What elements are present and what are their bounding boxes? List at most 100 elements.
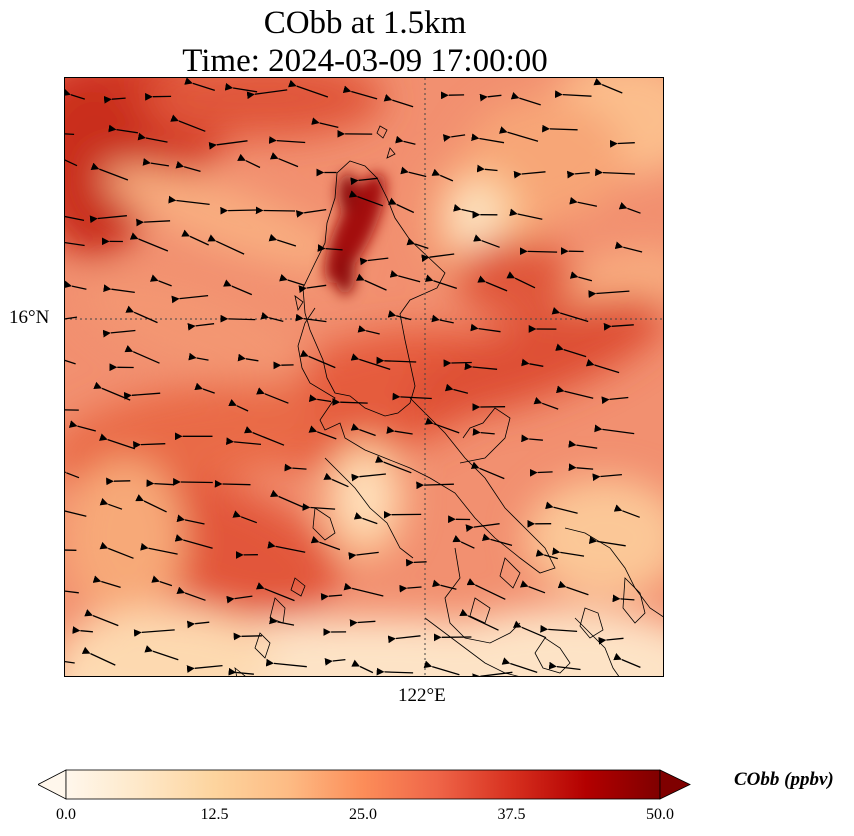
wind-arrow (383, 94, 414, 108)
wind-arrow (568, 440, 598, 449)
wind-arrow (323, 472, 349, 488)
wind-arrow (521, 434, 543, 443)
wind-arrow (133, 629, 175, 637)
wind-arrow (466, 578, 506, 600)
wind-arrow (592, 473, 622, 482)
wind-arrow (108, 124, 138, 134)
luzon-west-coast (324, 457, 414, 559)
wind-arrow (470, 461, 505, 480)
wind-arrow (65, 590, 79, 594)
wind-arrow (237, 353, 259, 362)
wind-arrow (506, 271, 536, 289)
wind-arrow (472, 671, 513, 676)
wind-arrow (510, 92, 541, 106)
wind-arrow (566, 170, 590, 179)
wind-arrow (324, 657, 346, 666)
wind-arrow (90, 162, 129, 181)
map-panel (64, 77, 664, 677)
wind-arrow (406, 237, 429, 250)
wind-arrow (208, 140, 248, 150)
lon-tick-label: 122°E (398, 685, 446, 706)
wind-arrow (540, 624, 578, 633)
wind-arrow (268, 136, 306, 144)
island-9 (386, 147, 396, 159)
wind-arrow (351, 473, 386, 482)
wind-arrow (443, 359, 472, 368)
island-12 (499, 557, 521, 589)
wind-arrow (471, 133, 505, 144)
wind-arrow (588, 290, 630, 298)
wind-arrow (288, 79, 329, 98)
wind-arrow (350, 177, 378, 186)
colorbar-tick-label: 0.0 (56, 806, 76, 823)
wind-arrow (453, 203, 475, 213)
colorbar-tick-label: 25.0 (349, 806, 377, 823)
wind-arrow (226, 595, 253, 604)
map-canvas (65, 78, 663, 676)
wind-arrow (140, 542, 178, 555)
wind-arrow (348, 190, 384, 207)
wind-arrow (519, 247, 558, 256)
wind-arrow (255, 206, 296, 215)
wind-arrow (509, 208, 543, 220)
samar-coast (564, 527, 663, 618)
wind-arrow (348, 551, 379, 560)
wind-arrow (207, 234, 245, 255)
wind-arrow (144, 645, 179, 661)
wind-arrow (65, 660, 75, 664)
wind-arrow (499, 126, 539, 142)
wind-arrow (472, 427, 495, 436)
wind-arrow (268, 233, 297, 247)
wind-arrow (431, 314, 454, 324)
wind-arrow (535, 549, 558, 560)
wind-arrow (342, 85, 378, 100)
colorbar-tick-label: 37.5 (497, 806, 526, 823)
wind-arrow (618, 202, 641, 214)
wind-arrow (135, 494, 167, 513)
wind-arrow (170, 114, 206, 132)
wind-arrow (501, 657, 538, 674)
wind-arrow (265, 658, 307, 668)
wind-arrow (512, 620, 547, 639)
wind-arrow (224, 82, 258, 93)
wind-arrow (137, 132, 168, 143)
wind-arrow (477, 275, 508, 292)
wind-arrow (81, 646, 116, 666)
title-line-2: Time: 2024-03-09 17:00:00 (182, 43, 548, 79)
wind-arrow (551, 547, 585, 557)
graticule (65, 78, 663, 676)
wind-arrow (124, 345, 160, 364)
wind-arrow (476, 164, 498, 173)
wind-arrow (244, 426, 285, 446)
wind-arrow (424, 417, 460, 434)
colorbar-tick-label: 12.5 (200, 806, 229, 823)
bay-coast (459, 407, 511, 464)
wind-arrow (65, 359, 76, 365)
wind-arrow (452, 535, 475, 549)
wind-arrow (223, 279, 253, 296)
wind-arrow (317, 244, 343, 252)
wind-arrow (593, 78, 623, 94)
wind-arrow (65, 280, 87, 290)
wind-arrow (392, 392, 432, 401)
wind-arrow (357, 325, 380, 335)
wind-arrow (103, 284, 135, 294)
wind-arrow (194, 382, 215, 394)
wind-arrow (376, 667, 414, 676)
wind-arrow (308, 425, 337, 440)
wind-arrow (569, 196, 598, 207)
wind-arrow (350, 423, 376, 437)
island-8 (376, 125, 388, 139)
wind-arrow (320, 592, 343, 601)
wind-arrow (228, 398, 249, 412)
wind-arrow (214, 479, 251, 488)
island-1 (534, 637, 571, 674)
wind-arrow (149, 274, 172, 287)
wind-arrow (65, 241, 85, 247)
luzon-central-coast (297, 307, 556, 574)
wind-arrow (479, 93, 502, 102)
wind-arrow (72, 626, 93, 634)
wind-arrow (92, 575, 121, 589)
wind-arrow (168, 195, 210, 206)
wind-arrow (376, 356, 417, 365)
